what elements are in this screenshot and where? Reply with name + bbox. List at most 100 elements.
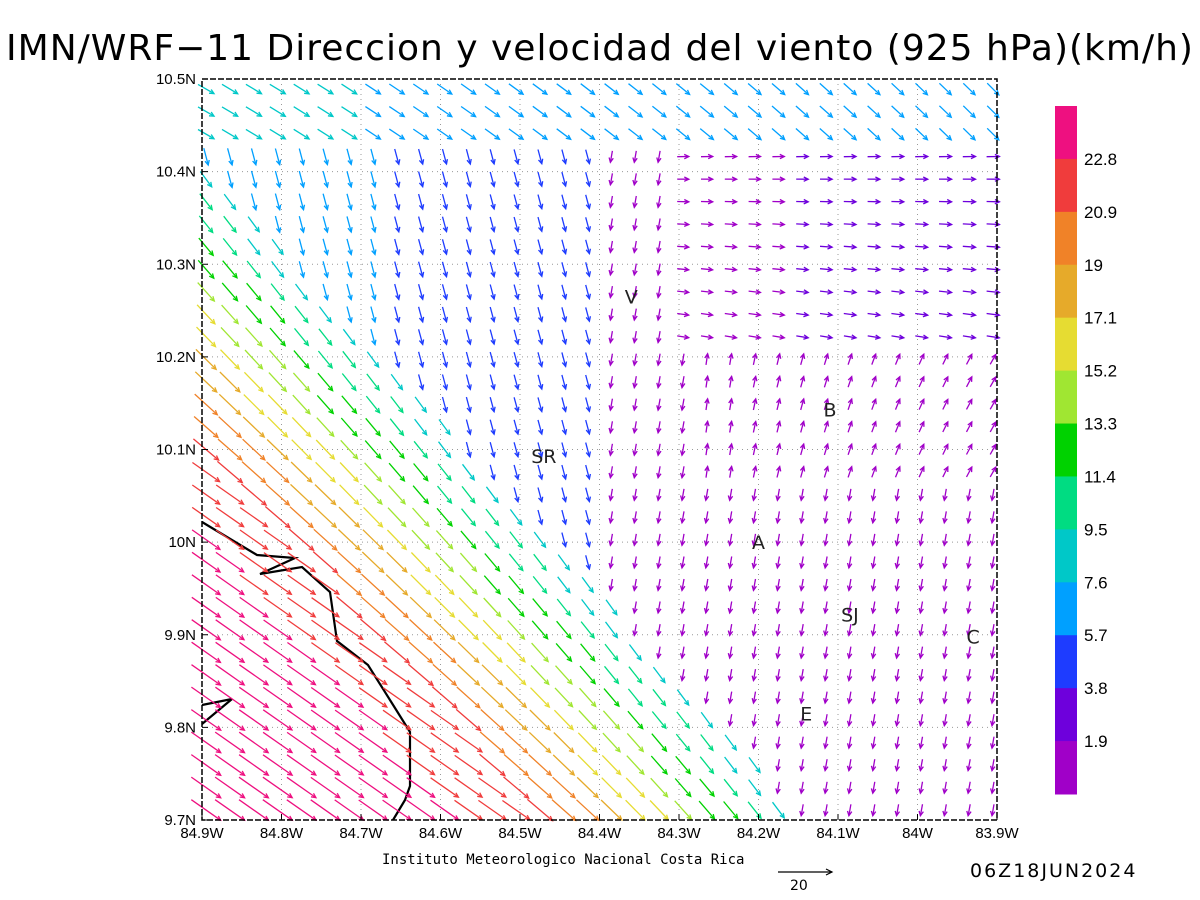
wind-vector bbox=[561, 442, 568, 458]
wind-vector bbox=[699, 778, 715, 798]
wind-vector bbox=[704, 352, 710, 365]
wind-vector bbox=[727, 691, 734, 705]
wind-vector bbox=[191, 484, 221, 506]
wind-vector bbox=[561, 487, 568, 504]
wind-vector bbox=[585, 464, 592, 481]
wind-vector bbox=[724, 221, 738, 228]
wind-vector bbox=[608, 511, 614, 525]
wind-vector bbox=[370, 261, 377, 279]
wind-vector bbox=[287, 641, 317, 663]
wind-vector bbox=[675, 83, 691, 96]
wind-vector bbox=[484, 105, 501, 118]
wind-vector bbox=[891, 82, 905, 96]
wind-vector bbox=[628, 105, 644, 118]
wind-vector bbox=[843, 311, 858, 318]
wind-vector bbox=[891, 334, 906, 340]
wind-vector bbox=[246, 260, 262, 279]
colorbar-swatch bbox=[1055, 106, 1077, 160]
wind-vector bbox=[190, 754, 222, 777]
wind-vector bbox=[537, 239, 544, 256]
wind-vector bbox=[364, 462, 383, 483]
wind-vector bbox=[915, 266, 930, 273]
wind-vector bbox=[334, 709, 365, 731]
wind-vector bbox=[795, 105, 810, 119]
wind-vector bbox=[632, 195, 638, 209]
wind-vector bbox=[294, 305, 309, 324]
wind-vector bbox=[966, 714, 972, 728]
wind-vector bbox=[263, 574, 293, 596]
wind-vector bbox=[370, 148, 377, 166]
wind-vector bbox=[632, 421, 638, 435]
wind-vector bbox=[192, 461, 221, 483]
wind-vector bbox=[406, 709, 436, 731]
wind-vector bbox=[417, 351, 425, 369]
wind-vector bbox=[918, 691, 924, 705]
wind-vector bbox=[679, 353, 686, 367]
wind-vector bbox=[942, 398, 949, 410]
wind-vector bbox=[242, 416, 266, 439]
wind-vector bbox=[346, 148, 353, 166]
wind-vector bbox=[703, 668, 710, 682]
wind-vector bbox=[214, 776, 246, 799]
wind-vector bbox=[823, 601, 829, 615]
wind-vector bbox=[656, 353, 662, 367]
wind-vector bbox=[358, 799, 389, 821]
wind-vector bbox=[700, 266, 715, 273]
wind-vector bbox=[580, 83, 596, 96]
wind-vector bbox=[652, 666, 666, 684]
wind-vector bbox=[915, 198, 930, 205]
wind-vector bbox=[454, 732, 484, 753]
wind-vector bbox=[700, 221, 715, 228]
wind-vector bbox=[438, 419, 451, 436]
x-tick-label: 84.8W bbox=[260, 825, 304, 842]
wind-vector bbox=[656, 623, 662, 637]
wind-vector bbox=[221, 304, 240, 325]
y-tick-label: 10.4N bbox=[156, 164, 196, 181]
wind-vector bbox=[513, 487, 520, 504]
wind-vector bbox=[389, 440, 405, 460]
wind-vector bbox=[775, 736, 781, 750]
wind-vector bbox=[561, 171, 568, 188]
wind-vector bbox=[432, 663, 458, 687]
wind-vector bbox=[775, 578, 781, 592]
wind-vector bbox=[894, 397, 901, 410]
wind-vector bbox=[894, 488, 901, 502]
wind-vector bbox=[608, 488, 614, 502]
wind-vector bbox=[867, 153, 882, 160]
wind-vector bbox=[656, 285, 662, 300]
wind-vector bbox=[775, 533, 781, 547]
wind-vector bbox=[989, 714, 996, 728]
wind-vector bbox=[389, 418, 405, 437]
wind-vector bbox=[989, 623, 996, 637]
wind-vector bbox=[585, 329, 592, 346]
wind-vector bbox=[918, 759, 924, 773]
wind-vector bbox=[799, 375, 806, 388]
wind-vector bbox=[203, 148, 210, 167]
reference-vector-label: 20 bbox=[790, 878, 808, 894]
wind-vector bbox=[334, 754, 365, 776]
wind-vector bbox=[340, 439, 359, 460]
wind-vector bbox=[556, 83, 572, 96]
wind-vector bbox=[489, 419, 496, 436]
wind-vector bbox=[799, 804, 805, 818]
wind-vector bbox=[454, 754, 484, 776]
wind-vector bbox=[362, 529, 385, 551]
wind-vector bbox=[675, 105, 691, 118]
wind-vector bbox=[962, 198, 977, 205]
wind-vector bbox=[871, 397, 877, 410]
wind-vector bbox=[796, 176, 810, 182]
wind-vector bbox=[751, 511, 757, 525]
wind-vector bbox=[553, 709, 575, 731]
wind-vector bbox=[417, 193, 425, 211]
wind-vector bbox=[846, 759, 853, 773]
wind-vector bbox=[751, 668, 757, 682]
wind-vector bbox=[679, 511, 686, 525]
lat-lon-grid bbox=[202, 79, 997, 820]
wind-vector bbox=[315, 439, 336, 461]
wind-vector bbox=[358, 776, 389, 799]
wind-vector bbox=[532, 598, 549, 617]
wind-vector bbox=[394, 193, 401, 211]
wind-vector bbox=[298, 238, 306, 257]
city-labels: V B SR A SJ C E bbox=[531, 287, 980, 726]
wind-vector bbox=[441, 396, 449, 414]
